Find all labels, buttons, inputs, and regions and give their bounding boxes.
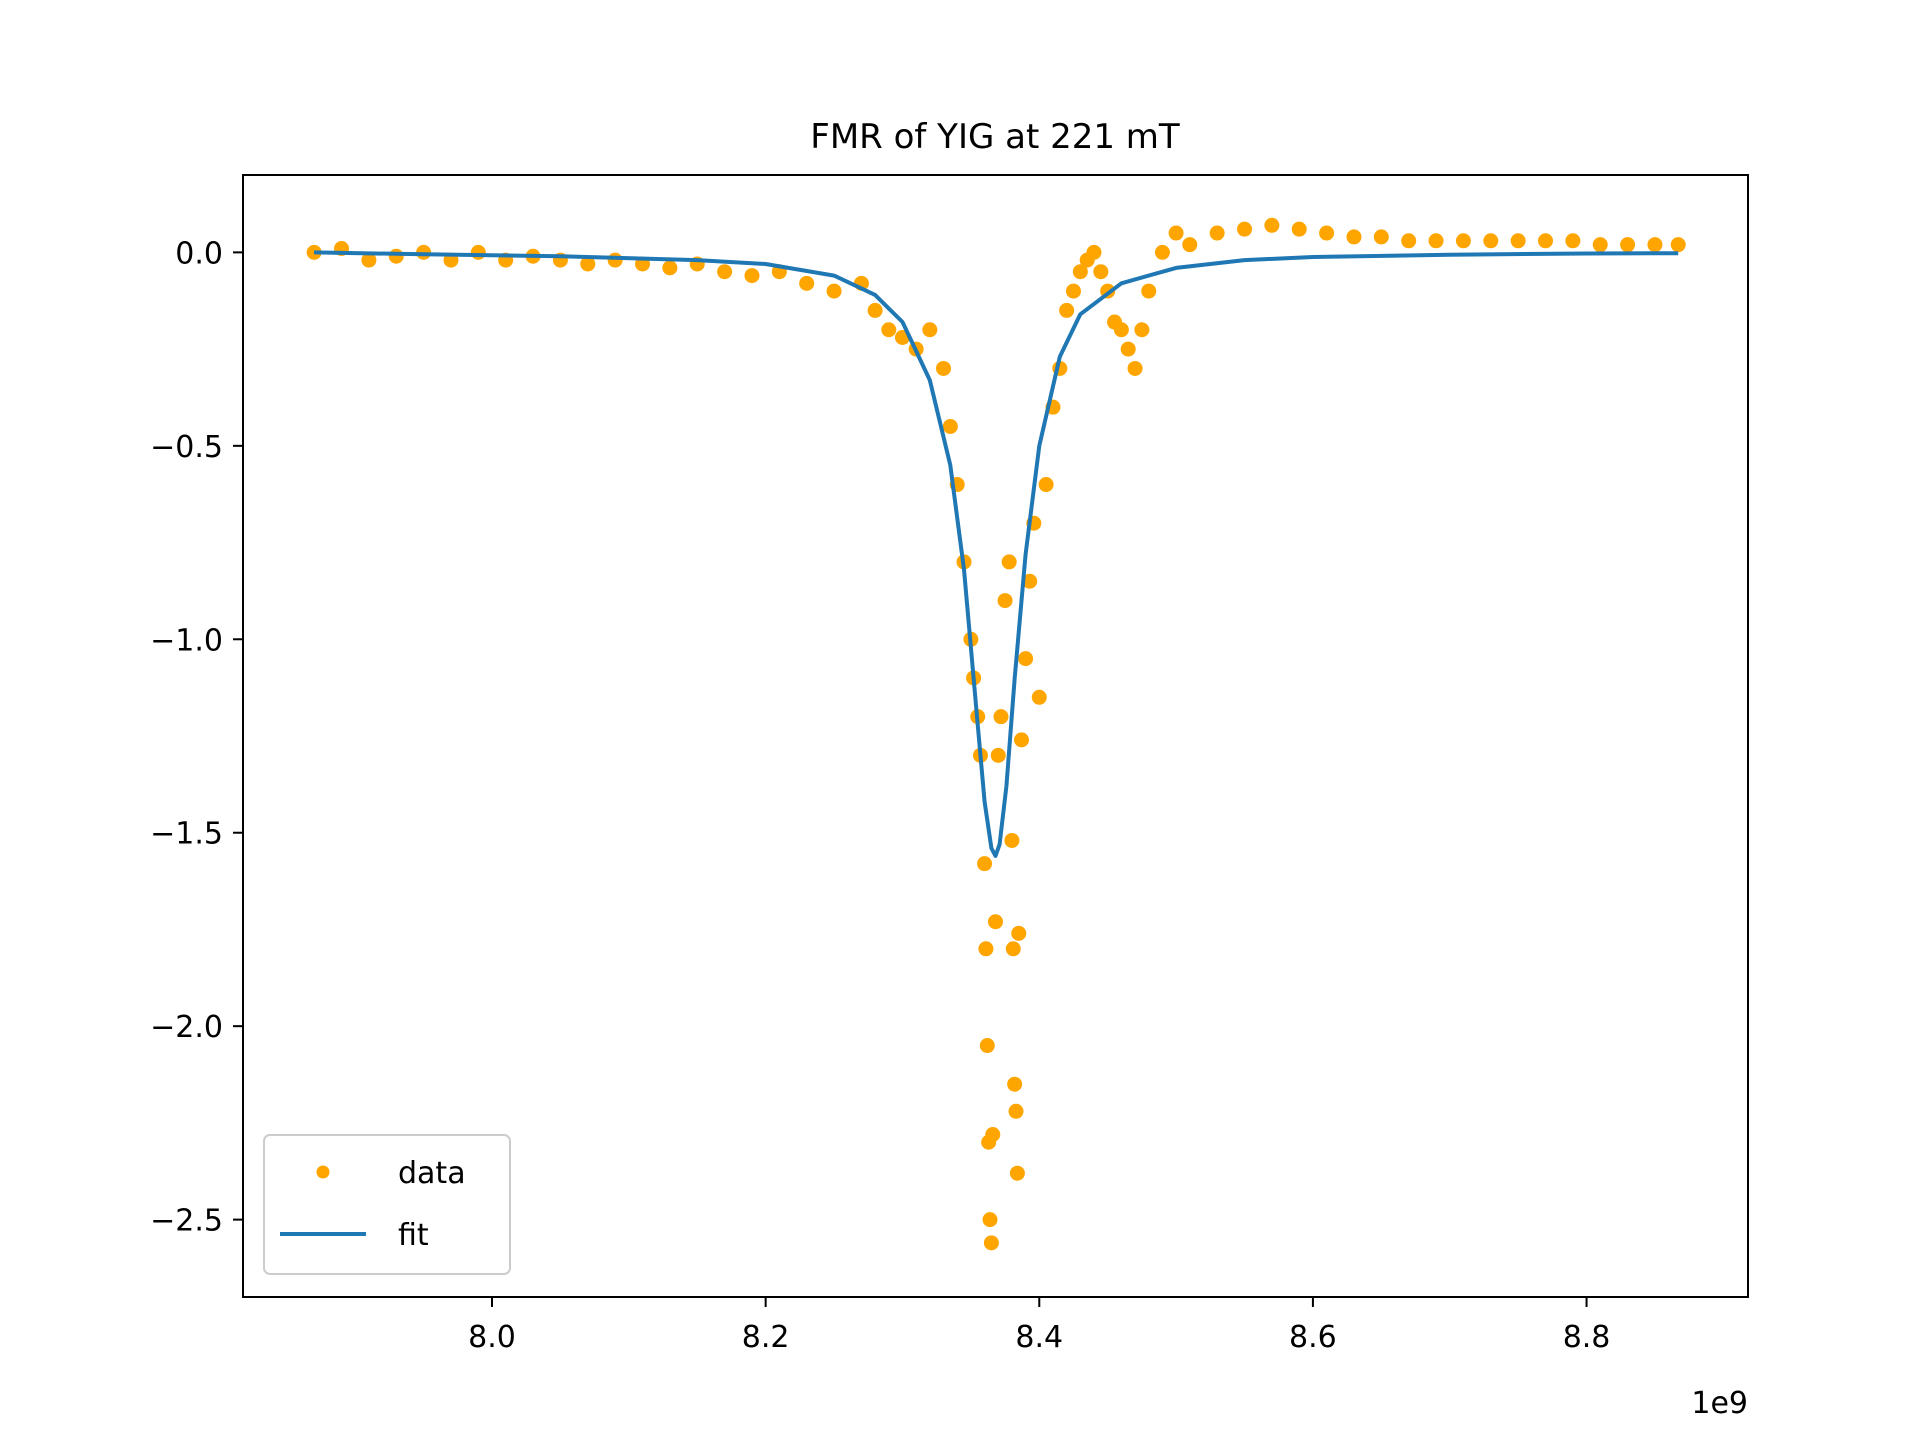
data-point	[936, 360, 952, 376]
axes-frame	[242, 174, 1749, 1298]
data-point	[1005, 941, 1021, 957]
data-point	[1072, 264, 1088, 280]
data-point	[1319, 225, 1335, 241]
data-point	[1291, 221, 1307, 237]
data-point	[867, 302, 883, 318]
data-point	[1264, 217, 1280, 233]
data-point	[1455, 233, 1471, 249]
data-point	[1113, 322, 1129, 338]
x-tick-label: 8.8	[1563, 1320, 1611, 1355]
data-point	[1346, 229, 1362, 245]
data-point	[922, 322, 938, 338]
y-tick-label: −1.5	[150, 817, 223, 852]
data-point	[1009, 1165, 1025, 1181]
data-point	[717, 264, 733, 280]
x-offset-label: 1e9	[1691, 1386, 1748, 1421]
data-point	[1670, 237, 1686, 253]
data-point	[1141, 283, 1157, 299]
data-point	[1209, 225, 1225, 241]
data-point	[1065, 283, 1081, 299]
data-point	[580, 256, 596, 272]
data-point	[1008, 1103, 1024, 1119]
data-point	[988, 914, 1003, 930]
y-tick-label: −2.0	[150, 1010, 223, 1045]
data-point	[1154, 244, 1170, 260]
legend: data fit	[263, 1134, 511, 1275]
data-point	[983, 1235, 999, 1251]
y-tick-label: −1.0	[150, 623, 223, 658]
data-point	[1483, 233, 1499, 249]
x-tick-label: 8.2	[742, 1320, 790, 1355]
data-point	[1001, 554, 1017, 570]
data-point	[799, 275, 815, 291]
y-tick-label: 0.0	[175, 236, 223, 271]
data-point	[1565, 233, 1581, 249]
data-point	[1018, 651, 1034, 667]
data-point	[1086, 244, 1102, 260]
legend-data-label: data	[398, 1156, 466, 1191]
data-point	[1038, 477, 1054, 493]
data-point	[977, 856, 993, 872]
data-point	[607, 252, 623, 268]
series-layer	[306, 217, 1686, 1251]
data-point	[1022, 573, 1038, 589]
data-point	[985, 1127, 1001, 1143]
data-point	[826, 283, 842, 299]
data-point	[1004, 832, 1020, 848]
data-point	[1538, 233, 1554, 249]
legend-fit-label: fit	[398, 1218, 429, 1253]
data-point	[744, 268, 760, 284]
data-point	[1031, 689, 1047, 705]
data-point	[1620, 237, 1636, 253]
data-point	[978, 941, 994, 957]
x-tick-label: 8.0	[468, 1320, 516, 1355]
data-point	[881, 322, 897, 338]
data-point	[990, 747, 1006, 763]
data-point	[1059, 302, 1075, 318]
data-point	[1510, 233, 1526, 249]
data-point	[1013, 732, 1029, 748]
legend-data-marker	[316, 1165, 330, 1179]
data-point	[997, 593, 1013, 609]
data-point	[993, 709, 1009, 725]
data-point	[1011, 925, 1027, 941]
x-tick-label: 8.6	[1289, 1320, 1337, 1355]
legend-frame	[263, 1134, 511, 1275]
data-point	[1127, 360, 1143, 376]
x-tick-label: 8.4	[1015, 1320, 1063, 1355]
data-point	[942, 418, 958, 434]
data-point	[1168, 225, 1184, 241]
data-point	[1592, 237, 1608, 253]
data-point	[1093, 264, 1109, 280]
y-tick-label: −0.5	[150, 430, 223, 465]
x-axis: 8.0 8.2 8.4 8.6 8.8	[468, 1297, 1610, 1355]
data-point	[470, 244, 486, 260]
data-point	[1134, 322, 1150, 338]
data-point	[1007, 1076, 1023, 1092]
data-point	[662, 260, 678, 276]
data-point	[1182, 237, 1198, 253]
data-point	[1647, 237, 1663, 253]
data-point	[1401, 233, 1417, 249]
y-tick-label: −2.5	[150, 1204, 223, 1239]
data-point	[1120, 341, 1136, 357]
data-point	[388, 248, 404, 264]
data-point	[982, 1212, 998, 1228]
y-axis: 0.0 −0.5 −1.0 −1.5 −2.0 −2.5	[150, 236, 243, 1239]
chart-title: FMR of YIG at 221 mT	[810, 117, 1180, 157]
data-point	[361, 252, 377, 268]
data-point	[979, 1038, 995, 1054]
data-point	[1373, 229, 1389, 245]
data-point	[1237, 221, 1253, 237]
fit-line	[314, 250, 1679, 858]
data-point	[1428, 233, 1444, 249]
